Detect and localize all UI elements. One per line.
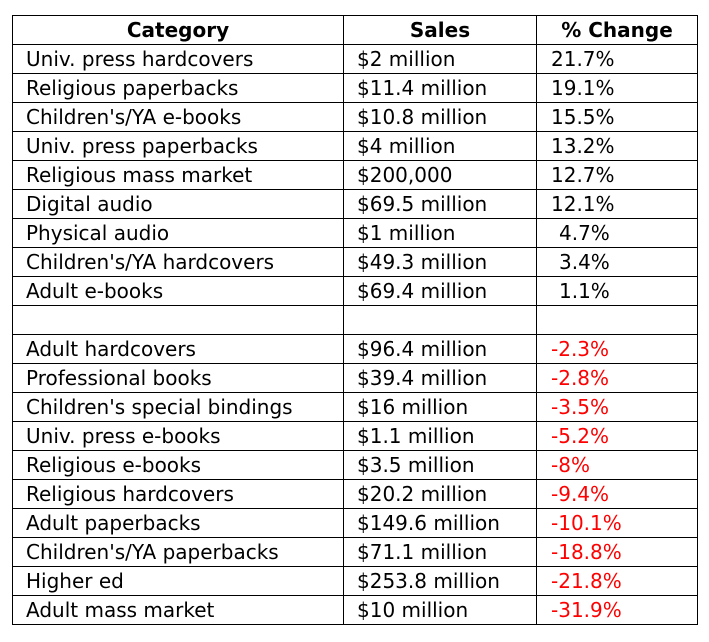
percent-change-cell: -8% xyxy=(536,450,698,480)
sales-change-table: Category Sales % Change Univ. press hard… xyxy=(12,15,698,625)
table-row: Religious paperbacks $11.4 million 19.1% xyxy=(12,73,698,103)
percent-change-cell: -31.9% xyxy=(536,595,698,625)
percent-change-cell: -2.8% xyxy=(536,363,698,393)
category-cell: Religious e-books xyxy=(12,450,344,480)
table-row: Religious mass market $200,000 12.7% xyxy=(12,160,698,190)
table-row: Physical audio $1 million 4.7% xyxy=(12,218,698,248)
table-row: Religious hardcovers $20.2 million -9.4% xyxy=(12,479,698,509)
percent-change-cell: -5.2% xyxy=(536,421,698,451)
category-cell: Children's/YA hardcovers xyxy=(12,247,344,277)
category-cell: Physical audio xyxy=(12,218,344,248)
sales-cell: $69.5 million xyxy=(343,189,537,219)
category-cell: Higher ed xyxy=(12,566,344,596)
category-cell: Religious mass market xyxy=(12,160,344,190)
category-cell: Religious paperbacks xyxy=(12,73,344,103)
table-row: Univ. press e-books $1.1 million -5.2% xyxy=(12,421,698,451)
table-row: Adult mass market $10 million -31.9% xyxy=(12,595,698,625)
percent-change-cell: 4.7% xyxy=(536,218,698,248)
sales-cell: $4 million xyxy=(343,131,537,161)
category-cell: Children's special bindings xyxy=(12,392,344,422)
percent-change-cell: 19.1% xyxy=(536,73,698,103)
sales-cell: $253.8 million xyxy=(343,566,537,596)
header-percent-change: % Change xyxy=(536,15,698,45)
sales-cell: $10.8 million xyxy=(343,102,537,132)
sales-cell: $96.4 million xyxy=(343,334,537,364)
category-cell: Adult e-books xyxy=(12,276,344,306)
sales-cell: $1 million xyxy=(343,218,537,248)
table-row: Professional books $39.4 million -2.8% xyxy=(12,363,698,393)
table-header-row: Category Sales % Change xyxy=(12,15,698,45)
category-cell xyxy=(12,305,344,335)
sales-cell: $3.5 million xyxy=(343,450,537,480)
table-row: Children's/YA hardcovers $49.3 million 3… xyxy=(12,247,698,277)
sales-cell: $69.4 million xyxy=(343,276,537,306)
category-cell: Children's/YA e-books xyxy=(12,102,344,132)
percent-change-cell: -9.4% xyxy=(536,479,698,509)
sales-cell: $16 million xyxy=(343,392,537,422)
category-cell: Digital audio xyxy=(12,189,344,219)
category-cell: Adult hardcovers xyxy=(12,334,344,364)
percent-change-cell: 3.4% xyxy=(536,247,698,277)
percent-change-cell: 12.7% xyxy=(536,160,698,190)
sales-cell: $200,000 xyxy=(343,160,537,190)
table-row: Adult paperbacks $149.6 million -10.1% xyxy=(12,508,698,538)
sales-cell: $20.2 million xyxy=(343,479,537,509)
category-cell: Univ. press hardcovers xyxy=(12,44,344,74)
table-row: Children's/YA paperbacks $71.1 million -… xyxy=(12,537,698,567)
sales-cell: $71.1 million xyxy=(343,537,537,567)
sales-cell: $10 million xyxy=(343,595,537,625)
percent-change-cell: 15.5% xyxy=(536,102,698,132)
category-cell: Adult mass market xyxy=(12,595,344,625)
sales-cell: $49.3 million xyxy=(343,247,537,277)
header-sales: Sales xyxy=(343,15,537,45)
category-cell: Professional books xyxy=(12,363,344,393)
percent-change-cell: 21.7% xyxy=(536,44,698,74)
sales-cell: $2 million xyxy=(343,44,537,74)
percent-change-cell: -3.5% xyxy=(536,392,698,422)
category-cell: Univ. press paperbacks xyxy=(12,131,344,161)
category-cell: Adult paperbacks xyxy=(12,508,344,538)
sales-cell: $39.4 million xyxy=(343,363,537,393)
table-row: Univ. press hardcovers $2 million 21.7% xyxy=(12,44,698,74)
sales-cell xyxy=(343,305,537,335)
percent-change-cell: -21.8% xyxy=(536,566,698,596)
table-row: Children's special bindings $16 million … xyxy=(12,392,698,422)
percent-change-cell: -2.3% xyxy=(536,334,698,364)
percent-change-cell: -18.8% xyxy=(536,537,698,567)
sales-table-container: Category Sales % Change Univ. press hard… xyxy=(12,15,698,625)
percent-change-cell: 12.1% xyxy=(536,189,698,219)
category-cell: Religious hardcovers xyxy=(12,479,344,509)
sales-cell: $1.1 million xyxy=(343,421,537,451)
percent-change-cell xyxy=(536,305,698,335)
table-spacer-row xyxy=(12,305,698,335)
percent-change-cell: -10.1% xyxy=(536,508,698,538)
table-row: Children's/YA e-books $10.8 million 15.5… xyxy=(12,102,698,132)
percent-change-cell: 13.2% xyxy=(536,131,698,161)
sales-cell: $149.6 million xyxy=(343,508,537,538)
category-cell: Children's/YA paperbacks xyxy=(12,537,344,567)
percent-change-cell: 1.1% xyxy=(536,276,698,306)
table-row: Univ. press paperbacks $4 million 13.2% xyxy=(12,131,698,161)
table-row: Digital audio $69.5 million 12.1% xyxy=(12,189,698,219)
sales-cell: $11.4 million xyxy=(343,73,537,103)
table-row: Adult e-books $69.4 million 1.1% xyxy=(12,276,698,306)
category-cell: Univ. press e-books xyxy=(12,421,344,451)
header-category: Category xyxy=(12,15,344,45)
table-row: Religious e-books $3.5 million -8% xyxy=(12,450,698,480)
table-row: Adult hardcovers $96.4 million -2.3% xyxy=(12,334,698,364)
table-row: Higher ed $253.8 million -21.8% xyxy=(12,566,698,596)
